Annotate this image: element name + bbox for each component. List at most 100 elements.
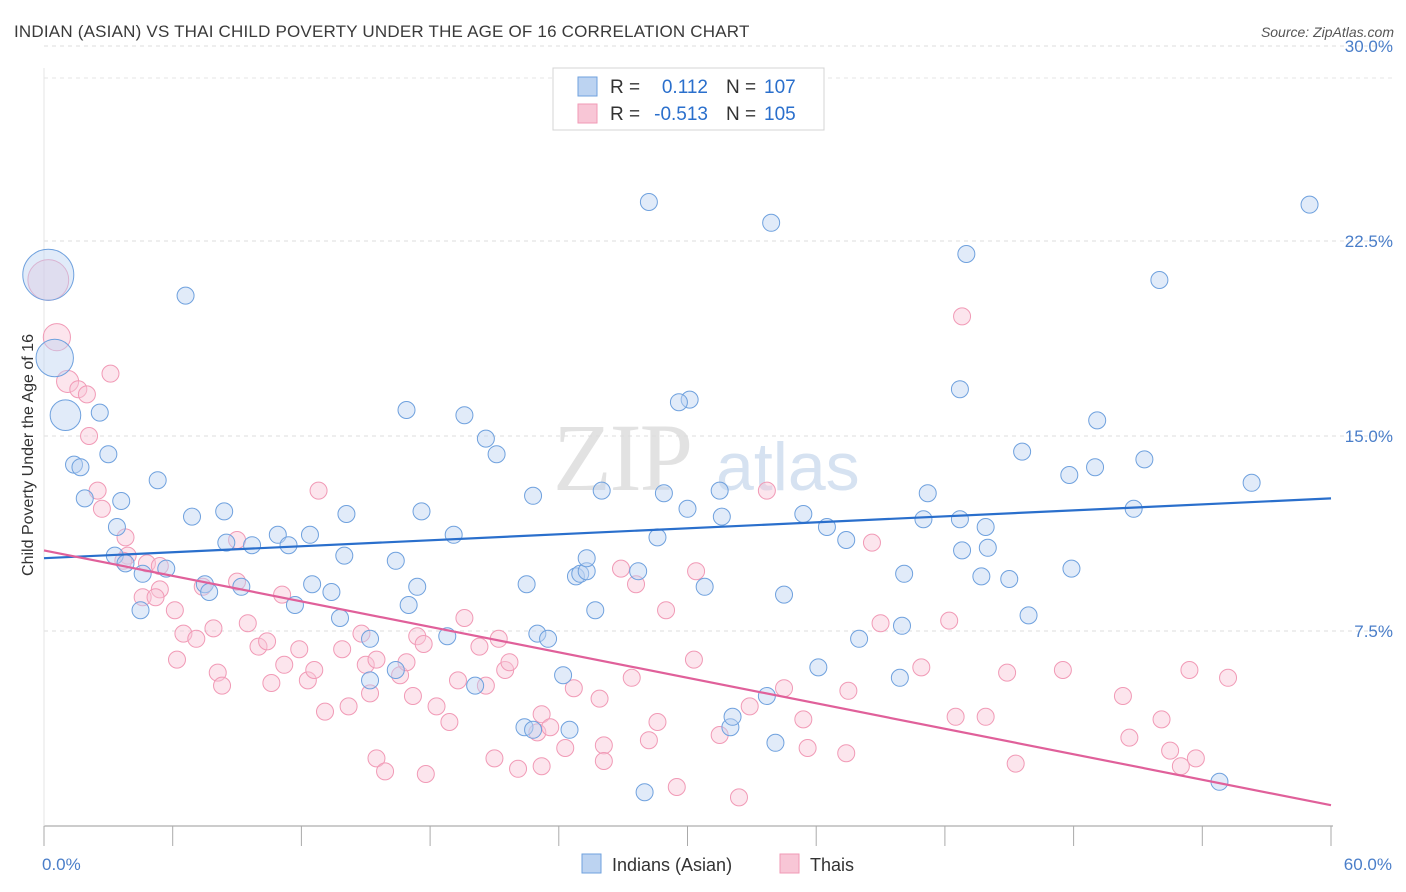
indians-point (669, 393, 688, 412)
indians-point (107, 518, 126, 536)
thais-point (361, 684, 380, 703)
indians-point (629, 562, 648, 581)
indians-point (890, 668, 909, 687)
y-axis-label: Child Poverty Under the Age of 16 (20, 334, 37, 576)
indians-point (757, 687, 776, 705)
indians-point (35, 338, 74, 378)
thais-point (448, 671, 467, 690)
thais-point (80, 427, 99, 445)
thais-point (213, 676, 232, 695)
thais-point (532, 757, 551, 776)
legend-n-value-1: 107 (764, 77, 796, 98)
legend-r-label-2: R = (610, 104, 640, 125)
thais-point (204, 619, 223, 638)
thais-point (946, 707, 965, 726)
indians-point (215, 502, 234, 521)
thais-point (414, 635, 433, 653)
indians-point (455, 406, 474, 425)
indians-point (386, 661, 405, 679)
indians-point (957, 245, 976, 263)
thais-point (1186, 749, 1205, 768)
watermark-atlas: atlas (716, 429, 860, 505)
indians-point (217, 533, 236, 552)
thais-point (262, 674, 281, 692)
indians-point (914, 510, 933, 529)
indians-point (331, 609, 350, 627)
indians-point (766, 733, 785, 752)
indians-point (978, 538, 997, 557)
indians-point (723, 707, 742, 726)
indians-point (577, 562, 596, 581)
indians-point (487, 445, 506, 464)
thais-points (27, 259, 1238, 807)
indians-point (678, 499, 697, 518)
thais-point (667, 778, 686, 796)
thais-point (1120, 728, 1139, 747)
thais-point (590, 689, 609, 708)
thais-point (912, 658, 931, 677)
thais-point (470, 637, 489, 656)
thais-point (1161, 741, 1180, 760)
indians-point (399, 596, 418, 614)
indians-point (953, 541, 972, 560)
indians-point (654, 484, 673, 503)
indians-point (809, 658, 828, 677)
indians-point (524, 486, 543, 505)
thais-point (837, 744, 856, 763)
thais-point (69, 380, 88, 399)
y-tick-label: 15.0% (1345, 427, 1393, 446)
thais-point (275, 655, 294, 674)
thais-point (940, 611, 959, 630)
legend-r-value-1: 0.112 (662, 77, 708, 98)
indians-point (444, 525, 463, 544)
indians-point (517, 575, 536, 594)
y-tick-label: 22.5% (1345, 232, 1393, 251)
indians-point (648, 528, 667, 547)
indians-point (361, 671, 380, 690)
bottom-legend-label-thais: Thais (810, 855, 854, 875)
thais-point (862, 533, 881, 552)
thais-point (648, 713, 667, 731)
indians-point (539, 629, 558, 648)
indians-point (560, 720, 579, 739)
indians-point (476, 429, 495, 448)
indians-point (586, 601, 605, 620)
thais-point (612, 559, 631, 578)
indians-point (950, 510, 969, 529)
thais-point (556, 739, 575, 757)
indians-point (695, 577, 714, 596)
thais-point (56, 369, 80, 393)
thais-point (367, 749, 386, 768)
thais-point (77, 385, 96, 404)
indians-trend-line (43, 497, 1332, 560)
indians-point (710, 481, 729, 500)
indians-point (71, 458, 90, 477)
thais-point (187, 629, 206, 648)
indians-point (116, 554, 135, 573)
thais-point (376, 762, 395, 781)
indians-point (1086, 458, 1105, 477)
indians-point (148, 471, 167, 490)
y-ticks: 7.5% 15.0% 22.5% 30.0% (1345, 37, 1393, 641)
indians-point (412, 502, 431, 521)
thais-point (101, 364, 120, 383)
thais-point (622, 668, 641, 687)
thais-point (509, 759, 528, 778)
thais-point (315, 702, 334, 721)
indians-point (361, 629, 380, 648)
thais-point (687, 562, 706, 581)
x-tick-label-max: 60.0% (1344, 855, 1392, 874)
thais-point (1113, 687, 1132, 705)
thais-point (42, 323, 71, 352)
indians-point (75, 489, 94, 508)
indians-point (22, 248, 75, 301)
thais-point (532, 705, 551, 724)
thais-point (485, 749, 504, 768)
indians-point (972, 567, 991, 586)
indians-point (554, 666, 573, 685)
thais-point (440, 713, 459, 731)
indians-point (712, 507, 731, 526)
indians-point (279, 536, 298, 555)
indians-point (950, 380, 969, 399)
